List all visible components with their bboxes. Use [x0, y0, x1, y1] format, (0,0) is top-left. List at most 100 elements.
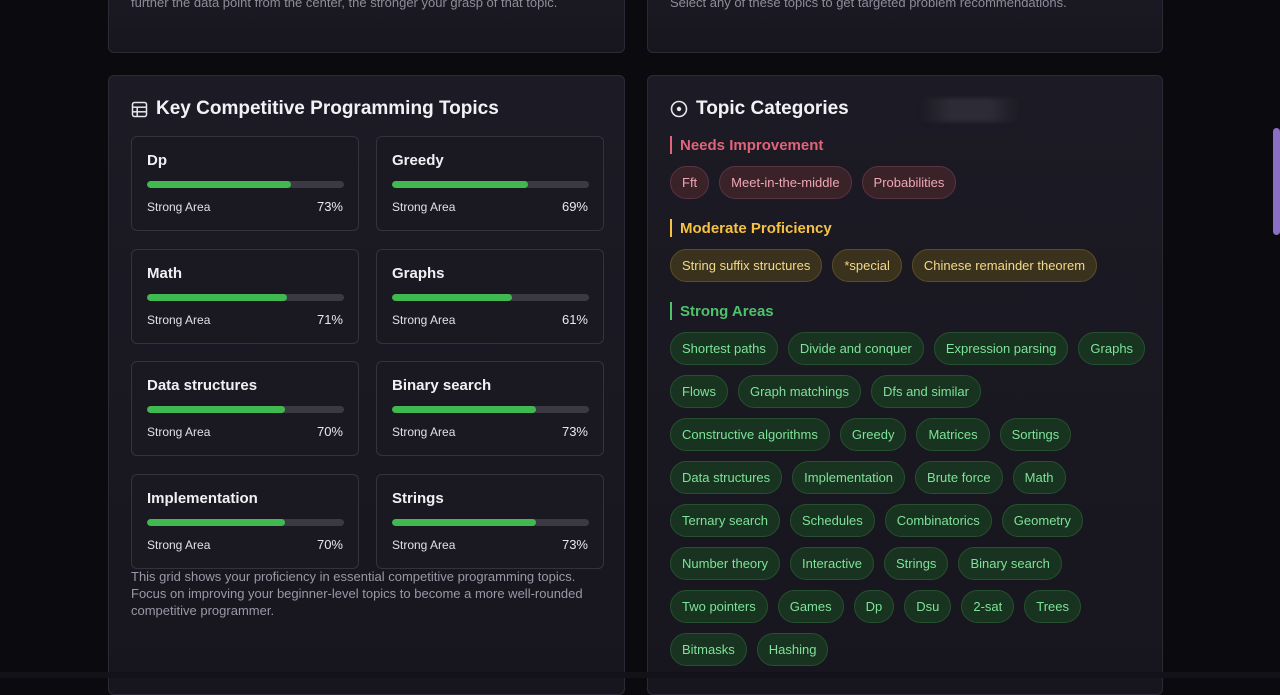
topic-chip[interactable]: Ternary search — [670, 504, 780, 537]
proficiency-bar — [392, 519, 589, 526]
topic-chip[interactable]: Number theory — [670, 547, 780, 580]
topic-name: Data structures — [147, 377, 258, 394]
topic-chip[interactable]: Games — [777, 590, 844, 623]
topic-name: Implementation — [147, 490, 258, 507]
topic-categories-title: Topic Categories — [696, 98, 849, 119]
topic-chip[interactable]: Graph matchings — [737, 375, 861, 408]
topic-chip[interactable]: Schedules — [789, 504, 875, 537]
topic-chip[interactable]: Constructive algorithms — [670, 418, 830, 451]
proficiency-bar — [147, 406, 344, 413]
topic-status: Strong Area — [392, 313, 456, 327]
proficiency-bar — [392, 294, 589, 301]
topic-categories-card: Topic Categories Needs Improvement Fft Me… — [647, 75, 1163, 695]
topic-percent: 73% — [561, 537, 588, 552]
proficiency-bar-fill — [392, 294, 513, 301]
needs-improvement-chips: Fft Meet-in-the-middle Probabilities — [670, 166, 1150, 199]
needs-improvement-section: Needs Improvement Fft Meet-in-the-middle P… — [670, 136, 1150, 199]
topic-chip[interactable]: Brute force — [915, 461, 1003, 494]
topic-percent: 73% — [316, 199, 343, 214]
topic-status: Strong Area — [392, 425, 456, 439]
topic-chip[interactable]: Geometry — [1001, 504, 1083, 537]
topic-tile[interactable]: Strings Strong Area 73% — [376, 474, 604, 569]
target-icon — [670, 100, 688, 118]
topic-chip[interactable]: Greedy — [839, 418, 907, 451]
proficiency-bar — [392, 181, 589, 188]
topic-chip[interactable]: Binary search — [958, 547, 1062, 580]
topic-chip[interactable]: Combinatorics — [884, 504, 992, 537]
topic-status: Strong Area — [147, 425, 211, 439]
topic-chip[interactable]: Dsu — [904, 590, 952, 623]
topic-chip[interactable]: Matrices — [916, 418, 990, 451]
bottom-edge — [0, 672, 1280, 678]
topic-percent: 70% — [316, 537, 343, 552]
topic-chip[interactable]: Math — [1012, 461, 1066, 494]
blurred-element — [920, 98, 1020, 122]
topic-chip[interactable]: Sortings — [999, 418, 1072, 451]
topic-status: Strong Area — [147, 313, 211, 327]
topic-chip[interactable]: Two pointers — [670, 590, 768, 623]
topic-percent: 70% — [316, 424, 343, 439]
topic-tile[interactable]: Data structures Strong Area 70% — [131, 361, 359, 456]
proficiency-bar-fill — [392, 181, 528, 188]
topic-name: Strings — [392, 490, 444, 507]
topic-status: Strong Area — [147, 538, 211, 552]
topic-percent: 71% — [316, 312, 343, 327]
proficiency-bar-fill — [392, 406, 536, 413]
topic-chip[interactable]: Data structures — [670, 461, 783, 494]
topic-name: Math — [147, 265, 182, 282]
topic-name: Binary search — [392, 377, 492, 394]
page-scrollbar-thumb[interactable] — [1273, 128, 1280, 235]
moderate-proficiency-section: Moderate Proficiency String suffix struc… — [670, 219, 1150, 282]
radar-description: further the data point from the center, … — [131, 0, 558, 10]
topic-chip[interactable]: Implementation — [792, 461, 906, 494]
topic-chip[interactable]: Chinese remainder theorem — [911, 249, 1098, 282]
topic-chip[interactable]: Divide and conquer — [787, 332, 924, 365]
topic-tile[interactable]: Dp Strong Area 73% — [131, 136, 359, 231]
strong-areas-heading: Strong Areas — [670, 302, 1150, 320]
topic-categories-header: Topic Categories — [670, 98, 849, 120]
topic-percent: 73% — [561, 424, 588, 439]
topic-chip[interactable]: Flows — [670, 375, 728, 408]
topic-chip[interactable]: Fft — [670, 166, 710, 199]
topic-tile[interactable]: Math Strong Area 71% — [131, 249, 359, 344]
topic-status: Strong Area — [147, 200, 211, 214]
topic-status: Strong Area — [392, 538, 456, 552]
topic-chip[interactable]: 2-sat — [961, 590, 1015, 623]
proficiency-bar — [147, 519, 344, 526]
topic-tile[interactable]: Graphs Strong Area 61% — [376, 249, 604, 344]
topic-chip[interactable]: Hashing — [756, 633, 829, 666]
radar-chart-card: further the data point from the center, … — [108, 0, 625, 53]
key-topics-header: Key Competitive Programming Topics — [131, 98, 499, 120]
topic-name: Dp — [147, 152, 167, 169]
topic-percent: 61% — [561, 312, 588, 327]
needs-improvement-heading: Needs Improvement — [670, 136, 1150, 154]
topic-chip[interactable]: Interactive — [789, 547, 874, 580]
grid-note: This grid shows your proficiency in esse… — [131, 569, 583, 618]
topic-chip[interactable]: Graphs — [1078, 332, 1146, 365]
topic-chip[interactable]: String suffix structures — [670, 249, 823, 282]
topic-name: Graphs — [392, 265, 445, 282]
topic-chip[interactable]: Dp — [853, 590, 895, 623]
topic-chip[interactable]: Dfs and similar — [870, 375, 981, 408]
topic-chip[interactable]: Expression parsing — [933, 332, 1069, 365]
proficiency-bar — [147, 294, 344, 301]
topic-chip[interactable]: Bitmasks — [670, 633, 747, 666]
topic-chip[interactable]: Shortest paths — [670, 332, 778, 365]
key-topics-title: Key Competitive Programming Topics — [156, 98, 499, 119]
proficiency-bar-fill — [392, 519, 536, 526]
topic-tile[interactable]: Implementation Strong Area 70% — [131, 474, 359, 569]
topic-chip[interactable]: *special — [832, 249, 902, 282]
proficiency-bar-fill — [147, 181, 291, 188]
proficiency-bar — [392, 406, 589, 413]
topic-tile[interactable]: Greedy Strong Area 69% — [376, 136, 604, 231]
topic-chip[interactable]: Trees — [1024, 590, 1082, 623]
table-icon — [131, 101, 148, 118]
strong-areas-chips: Shortest paths Divide and conquer Expressi… — [670, 332, 1150, 666]
proficiency-bar-fill — [147, 294, 287, 301]
topic-chip[interactable]: Strings — [883, 547, 949, 580]
moderate-proficiency-heading: Moderate Proficiency — [670, 219, 1150, 237]
topic-chip[interactable]: Probabilities — [861, 166, 957, 199]
topic-chip[interactable]: Meet-in-the-middle — [719, 166, 852, 199]
strong-areas-section: Strong Areas Shortest paths Divide and co… — [670, 302, 1150, 666]
topic-tile[interactable]: Binary search Strong Area 73% — [376, 361, 604, 456]
